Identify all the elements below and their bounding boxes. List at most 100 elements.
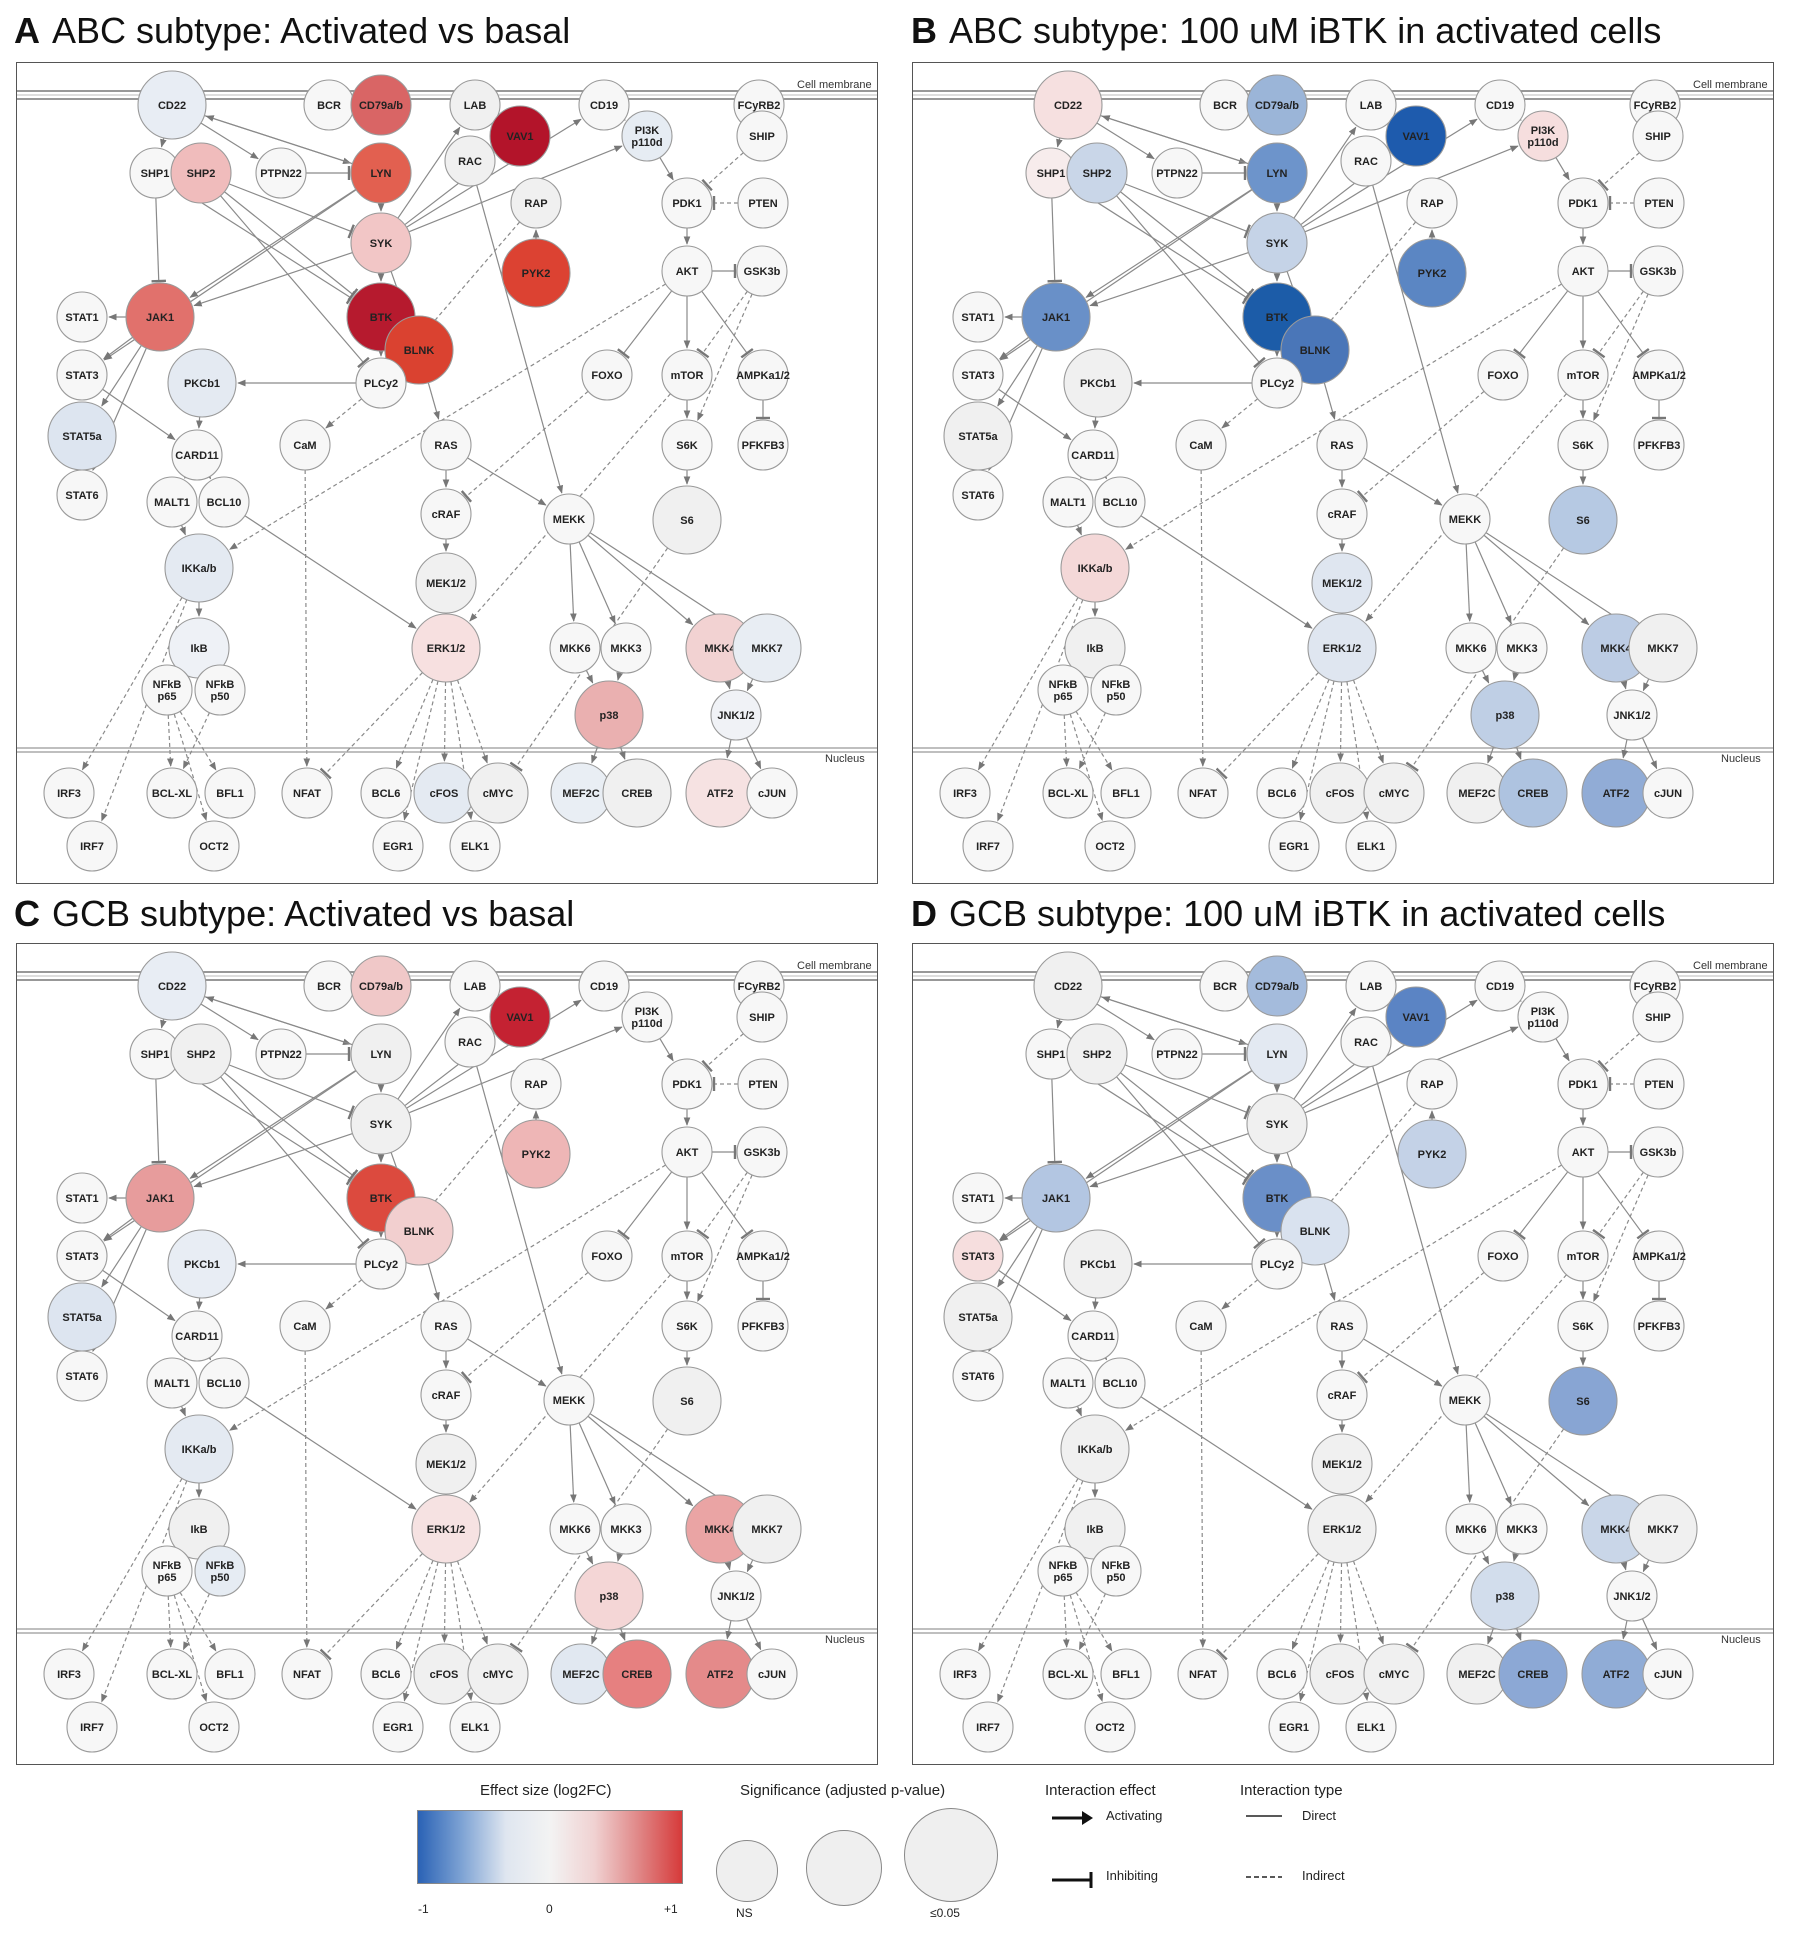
node-label: MKK4	[704, 643, 736, 655]
node-circle	[549, 622, 601, 674]
node-creb: CREB	[1498, 1639, 1568, 1709]
edge-i-d	[1116, 1076, 1266, 1250]
node-label: BCL-XL	[152, 1669, 193, 1681]
edge-i-d	[617, 1171, 673, 1240]
edge-a-d	[406, 999, 582, 1109]
node-craf: cRAF	[420, 1369, 472, 1421]
node-label: IRF3	[57, 1669, 81, 1681]
node-bcl10: BCL10	[198, 1357, 250, 1409]
node-circle	[1311, 1433, 1373, 1495]
node-atf2: ATF2	[1581, 1639, 1651, 1709]
node-label: MKK4	[1600, 643, 1632, 655]
node-circle	[1642, 1648, 1694, 1700]
edge-a-n	[997, 599, 1084, 822]
node-shp1: SHP1	[1025, 147, 1077, 199]
edge-a-n	[101, 599, 188, 822]
node-stat3: STAT3	[56, 1230, 108, 1282]
node-ikb: IkB	[1064, 1498, 1126, 1560]
node-circle	[600, 1503, 652, 1555]
node-circle	[1397, 1119, 1467, 1189]
node-plcy2: PLCy2	[1251, 357, 1303, 409]
edge-a-d	[1483, 1415, 1590, 1507]
node-circle	[1345, 1701, 1397, 1753]
edges	[977, 994, 1667, 1703]
node-label: AKT	[676, 1147, 699, 1159]
node-circle	[1517, 991, 1569, 1043]
node-label: STAT5a	[958, 1312, 998, 1324]
node-mkk3: MKK3	[600, 1503, 652, 1555]
node-label: NFkB	[1102, 679, 1131, 691]
edge-a-d	[1075, 1405, 1082, 1417]
node-label: PKCb1	[184, 1259, 220, 1271]
node-craf: cRAF	[1316, 1369, 1368, 1421]
node-label: PKCb1	[1080, 1259, 1116, 1271]
node-plcy2: PLCy2	[355, 357, 407, 409]
node-stat5a: STAT5a	[47, 1282, 117, 1352]
node-label: PFKFB3	[1638, 1321, 1681, 1333]
node-label: CREB	[621, 788, 652, 800]
edge-i-n	[696, 290, 748, 359]
node-circle	[467, 1643, 529, 1705]
node-circle	[255, 147, 307, 199]
edge-a-d	[1101, 115, 1249, 165]
edge-a-d	[101, 345, 142, 407]
node-label: BTK	[370, 312, 393, 324]
node-label: STAT5a	[958, 431, 998, 443]
node-circle	[1280, 1196, 1350, 1266]
node-label: CD19	[590, 100, 618, 112]
node-label: CARD11	[1071, 450, 1114, 462]
node-label: CaM	[1189, 1321, 1212, 1333]
node-circle	[1084, 1701, 1136, 1753]
edge-a-d	[1092, 416, 1099, 429]
node-circle	[1445, 622, 1497, 674]
node-ikka-b: IKKa/b	[164, 533, 234, 603]
node-label: STAT5a	[62, 431, 102, 443]
edge-a-n	[1075, 1592, 1113, 1652]
edge-a-d	[1089, 251, 1249, 307]
node-label: BCL6	[372, 1669, 401, 1681]
edge-a-d	[585, 1551, 594, 1565]
node-p38: p38	[1470, 680, 1540, 750]
node-label: MEF2C	[562, 1669, 599, 1681]
edge-a-d	[1085, 1069, 1253, 1179]
node-ptpn22: PTPN22	[255, 1028, 307, 1080]
edge-a-d	[587, 1415, 694, 1507]
node-nfat: NFAT	[281, 1648, 333, 1700]
node-circle	[510, 1058, 562, 1110]
edge-a-d	[1641, 737, 1658, 770]
pathway-diagram: Cell membrane Nucleus CD22 BCR CD79a/b LAB VAV…	[17, 951, 877, 1753]
edge-a-d	[724, 680, 732, 690]
node-circle	[1066, 1023, 1128, 1085]
edge-a-n	[469, 393, 671, 622]
panel-letter: D	[911, 893, 937, 934]
node-label: AKT	[676, 266, 699, 278]
node-label: JAK1	[1042, 1193, 1070, 1205]
node-label: PLCy2	[364, 1259, 398, 1271]
edge-a-n	[977, 1478, 1079, 1652]
node-label: BCR	[317, 981, 341, 993]
node-circle	[1628, 1494, 1698, 1564]
node-label: SHIP	[1645, 131, 1671, 143]
node-circle	[1094, 1357, 1146, 1409]
node-circle	[746, 1648, 798, 1700]
node-circle	[420, 419, 472, 471]
node-circle	[1251, 357, 1303, 409]
node-circle	[602, 758, 672, 828]
node-s6k: S6K	[1557, 419, 1609, 471]
edge-a-d	[1555, 157, 1570, 181]
node-circle	[141, 1545, 193, 1597]
node-mtor: mTOR	[661, 349, 713, 401]
node-bcr: BCR	[303, 79, 355, 131]
node-circle	[43, 1648, 95, 1700]
node-circle	[661, 349, 713, 401]
node-bcl6: BCL6	[1256, 767, 1308, 819]
node-circle	[952, 349, 1004, 401]
node-label: ERK1/2	[1323, 643, 1362, 655]
node-mef2c: MEF2C	[1446, 762, 1508, 824]
edge-a-n	[1069, 713, 1104, 821]
node-malt1: MALT1	[146, 476, 198, 528]
node-label: PTPN22	[1156, 168, 1198, 180]
node-circle	[1363, 762, 1425, 824]
